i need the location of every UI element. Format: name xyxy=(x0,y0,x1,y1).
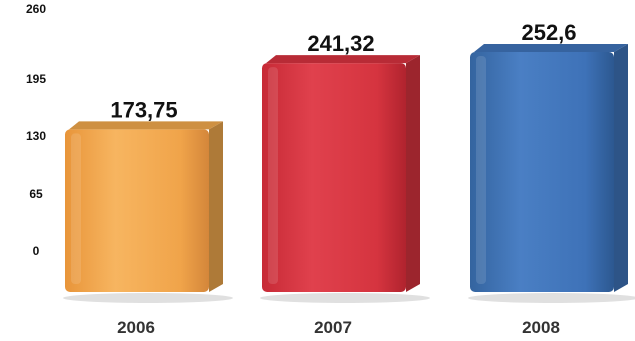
x-tick-label: 2006 xyxy=(117,318,155,337)
bar-2008 xyxy=(468,44,635,303)
x-tick-label: 2007 xyxy=(314,318,352,337)
data-label: 241,32 xyxy=(307,31,374,56)
bar-front-face xyxy=(65,129,209,292)
bar-top-face xyxy=(474,44,628,52)
bar-top-face xyxy=(266,55,420,64)
data-label: 173,75 xyxy=(110,97,177,122)
y-axis: 0 65 130 195 260 xyxy=(26,2,46,258)
data-label: 252,6 xyxy=(521,20,576,45)
bar-front-face xyxy=(470,52,614,292)
bar-2007 xyxy=(260,55,430,303)
bar-highlight xyxy=(71,133,81,284)
bar-highlight xyxy=(476,56,486,284)
bar-front-face xyxy=(262,63,406,292)
x-axis: 2006 2007 2008 xyxy=(117,318,560,337)
y-tick-label: 130 xyxy=(26,129,46,143)
bar-2006 xyxy=(63,121,233,303)
x-tick-label: 2008 xyxy=(522,318,560,337)
bar-side-face xyxy=(614,44,628,292)
y-tick-label: 260 xyxy=(26,2,46,16)
bars xyxy=(63,44,635,303)
y-tick-label: 65 xyxy=(29,187,43,201)
bar-shadow xyxy=(260,293,430,303)
bar-highlight xyxy=(268,67,278,284)
bar-side-face xyxy=(406,55,420,292)
bar-shadow xyxy=(468,293,635,303)
bar-side-face xyxy=(209,121,223,292)
bar-shadow xyxy=(63,293,233,303)
bar-top-face xyxy=(69,121,223,130)
y-tick-label: 0 xyxy=(33,244,40,258)
y-tick-label: 195 xyxy=(26,72,46,86)
data-labels: 173,75 241,32 252,6 xyxy=(110,20,576,122)
